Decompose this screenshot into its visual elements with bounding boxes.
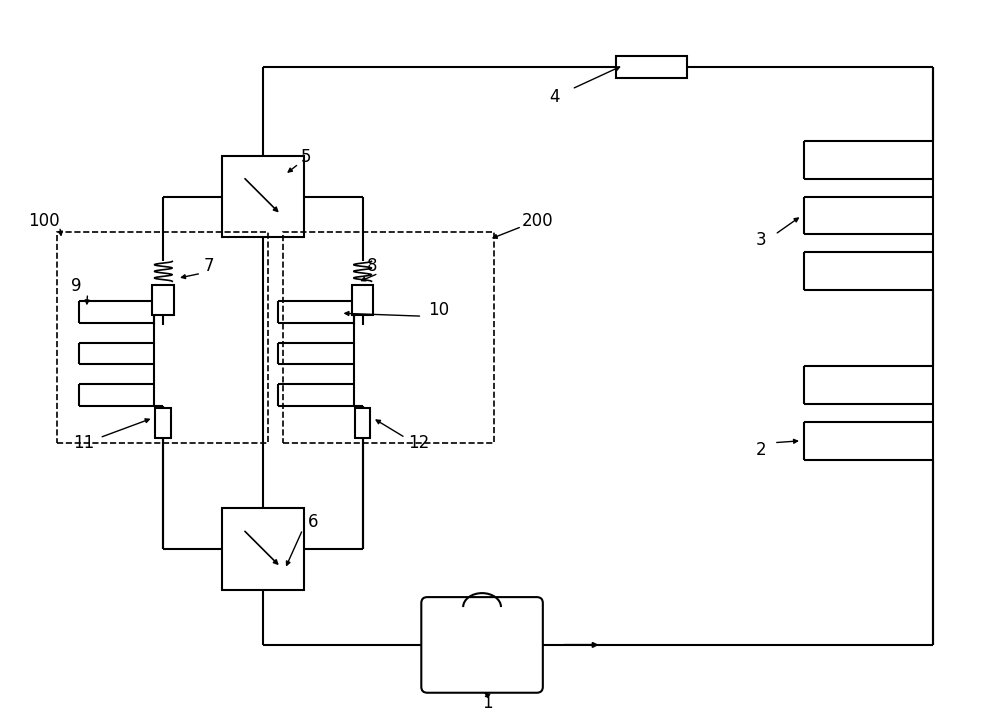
Text: 8: 8	[367, 258, 378, 275]
FancyBboxPatch shape	[421, 597, 543, 693]
Bar	[355, 408, 370, 438]
Text: 12: 12	[408, 434, 429, 451]
Text: 3: 3	[756, 232, 766, 250]
Text: 10: 10	[428, 301, 449, 319]
Text: 1: 1	[482, 694, 492, 712]
Text: 7: 7	[204, 258, 214, 275]
Bar	[283, 232, 494, 443]
Bar	[222, 508, 304, 590]
Bar	[222, 156, 304, 237]
Bar	[155, 408, 171, 438]
Text: 6: 6	[307, 513, 318, 531]
Text: 5: 5	[300, 148, 311, 166]
Text: 11: 11	[73, 434, 94, 451]
Text: 100: 100	[28, 212, 60, 229]
Bar	[616, 56, 687, 78]
Text: 2: 2	[756, 440, 766, 459]
Text: 9: 9	[71, 277, 82, 296]
Bar	[352, 285, 373, 315]
Text: 200: 200	[522, 212, 554, 229]
Text: 4: 4	[550, 88, 560, 106]
Bar	[57, 232, 268, 443]
Bar	[152, 285, 174, 315]
